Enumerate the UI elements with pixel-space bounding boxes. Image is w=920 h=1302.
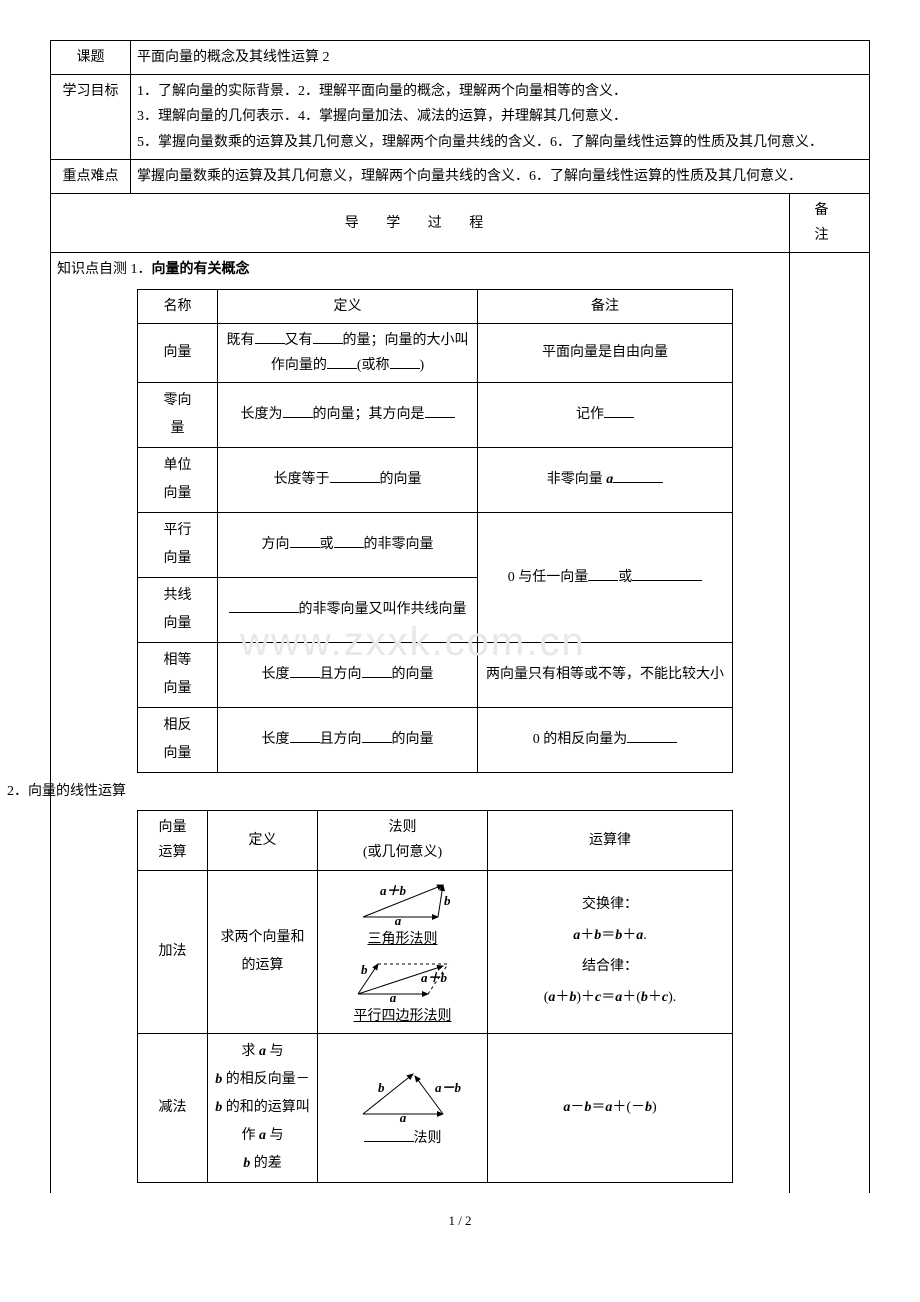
page-number: 1 / 2 <box>50 1213 870 1229</box>
svg-text:a: a <box>389 990 396 1002</box>
concept-name: 平行 向量 <box>138 513 218 578</box>
operation-table: 向量 运算 定义 法则 (或几何意义) 运算律 加法 求两个向量和的运算 <box>137 810 733 1183</box>
concept-def: 的非零向量又叫作共线向量 <box>218 578 478 643</box>
svg-text:b: b <box>378 1080 385 1095</box>
concept-head-def: 定义 <box>218 289 478 323</box>
subtraction-rule-icon: a b a－b <box>343 1064 463 1124</box>
topic-label: 课题 <box>51 41 131 75</box>
concept-head-remark: 备注 <box>478 289 733 323</box>
concept-remark: 记作 <box>478 383 733 448</box>
objective-label: 学习目标 <box>51 75 131 160</box>
op-head-op: 向量 运算 <box>138 811 208 870</box>
concept-remark: 两向量只有相等或不等，不能比较大小 <box>478 643 733 708</box>
op-law: a－b＝a＋(－b) <box>488 1034 733 1183</box>
svg-text:a＋b: a＋b <box>379 883 406 898</box>
parallel-caption: 平行四边形法则 <box>354 1009 452 1024</box>
concept-remark: 0 与任一向量或 <box>478 513 733 643</box>
concept-remark: 非零向量 a <box>478 448 733 513</box>
svg-text:b: b <box>444 893 451 908</box>
concept-name: 零向 量 <box>138 383 218 448</box>
key-value: 掌握向量数乘的运算及其几何意义，理解两个向量共线的含义．6．了解向量线性运算的性… <box>131 159 870 193</box>
concept-name: 相等 向量 <box>138 643 218 708</box>
concept-head-name: 名称 <box>138 289 218 323</box>
op-rule: a b a＋b 三角形法则 <box>318 870 488 1033</box>
table-row: 相反 向量 长度且方向的向量 0 的相反向量为 <box>138 708 733 773</box>
svg-text:a＋b: a＋b <box>421 970 448 985</box>
table-row: 向量 既有又有的量；向量的大小叫作向量的(或称) 平面向量是自由向量 <box>138 323 733 382</box>
op-head-rule: 法则 (或几何意义) <box>318 811 488 870</box>
op-rule: a b a－b 法则 <box>318 1034 488 1183</box>
section1-title: 向量的有关概念 <box>152 262 250 277</box>
triangle-rule-icon: a b a＋b <box>348 875 458 925</box>
note-cell <box>790 253 870 1193</box>
topic-value: 平面向量的概念及其线性运算 2 <box>131 41 870 75</box>
svg-text:a: a <box>399 1110 406 1124</box>
svg-text:a－b: a－b <box>435 1080 462 1095</box>
table-row: 单位 向量 长度等于的向量 非零向量 a <box>138 448 733 513</box>
op-law: 交换律： a＋b＝b＋a. 结合律： (a＋b)＋c＝a＋(b＋c). <box>488 870 733 1033</box>
concept-def: 长度为的向量；其方向是 <box>218 383 478 448</box>
concept-def: 既有又有的量；向量的大小叫作向量的(或称) <box>218 323 478 382</box>
op-def: 求 a 与 b 的相反向量－b 的和的运算叫作 a 与 b 的差 <box>208 1034 318 1183</box>
note-header: 备 注 <box>790 193 870 252</box>
table-row: 加法 求两个向量和的运算 a b <box>138 870 733 1033</box>
section1-pre: 知识点自测 1． <box>57 262 152 277</box>
table-row: 减法 求 a 与 b 的相反向量－b 的和的运算叫作 a 与 b 的差 <box>138 1034 733 1183</box>
table-row: 零向 量 长度为的向量；其方向是 记作 <box>138 383 733 448</box>
process-header: 导 学 过 程 <box>51 193 790 252</box>
key-label: 重点难点 <box>51 159 131 193</box>
concept-remark: 0 的相反向量为 <box>478 708 733 773</box>
section2-title: 2．向量的线性运算 <box>7 779 783 804</box>
concept-name: 共线 向量 <box>138 578 218 643</box>
outer-table: 课题 平面向量的概念及其线性运算 2 学习目标 1．了解向量的实际背景．2．理解… <box>50 40 870 1193</box>
concept-name: 单位 向量 <box>138 448 218 513</box>
op-def: 求两个向量和的运算 <box>208 870 318 1033</box>
table-row: 平行 向量 方向或的非零向量 0 与任一向量或 <box>138 513 733 578</box>
content-cell: 知识点自测 1．向量的有关概念 名称 定义 备注 向量 <box>51 253 790 1193</box>
concept-def: 长度且方向的向量 <box>218 643 478 708</box>
concept-name: 相反 向量 <box>138 708 218 773</box>
op-name: 减法 <box>138 1034 208 1183</box>
sub-caption: 法则 <box>414 1131 442 1146</box>
parallelogram-rule-icon: a b a＋b <box>343 952 463 1002</box>
op-name: 加法 <box>138 870 208 1033</box>
concept-def: 方向或的非零向量 <box>218 513 478 578</box>
table-row: 相等 向量 长度且方向的向量 两向量只有相等或不等，不能比较大小 <box>138 643 733 708</box>
concept-def: 长度且方向的向量 <box>218 708 478 773</box>
svg-text:a: a <box>394 913 401 925</box>
concept-def: 长度等于的向量 <box>218 448 478 513</box>
op-head-law: 运算律 <box>488 811 733 870</box>
triangle-caption: 三角形法则 <box>368 932 438 947</box>
concept-table: 名称 定义 备注 向量 既有又有的量；向量的大小叫作向量的(或称) 平面向量是自… <box>137 289 733 774</box>
concept-remark: 平面向量是自由向量 <box>478 323 733 382</box>
concept-name: 向量 <box>138 323 218 382</box>
op-head-def: 定义 <box>208 811 318 870</box>
objective-value: 1．了解向量的实际背景．2．理解平面向量的概念，理解两个向量相等的含义． 3．理… <box>131 75 870 160</box>
svg-text:b: b <box>361 962 368 977</box>
